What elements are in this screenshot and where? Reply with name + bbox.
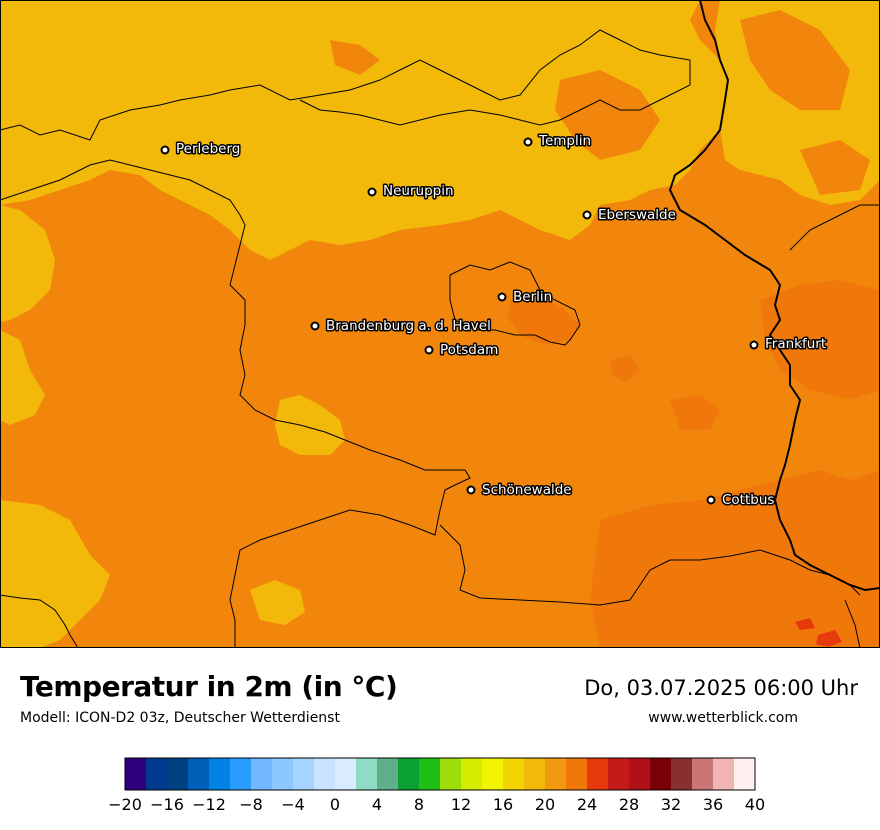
legend-swatch bbox=[356, 758, 378, 790]
city-marker-potsdam: Potsdam bbox=[424, 341, 500, 360]
legend-tick-label: 32 bbox=[661, 795, 681, 814]
city-label: Potsdam bbox=[440, 342, 498, 358]
map-title: Temperatur in 2m (in °C) bbox=[20, 670, 398, 703]
hot-spot-southeast-2 bbox=[795, 618, 815, 630]
legend-swatch bbox=[335, 758, 357, 790]
forecast-datetime: Do, 03.07.2025 06:00 Uhr bbox=[584, 676, 858, 700]
city-label: Brandenburg a. d. Havel bbox=[326, 318, 491, 334]
legend-swatch bbox=[608, 758, 630, 790]
legend-swatch bbox=[713, 758, 735, 790]
legend-swatch bbox=[566, 758, 588, 790]
legend-tick-label: 20 bbox=[535, 795, 555, 814]
legend-tick-label: 40 bbox=[745, 795, 765, 814]
legend-swatch bbox=[314, 758, 336, 790]
legend-tick-label: 24 bbox=[577, 795, 597, 814]
legend-swatch bbox=[734, 758, 756, 790]
cool-patch-south bbox=[250, 580, 305, 625]
legend-swatch bbox=[251, 758, 273, 790]
legend-swatch bbox=[293, 758, 315, 790]
color-legend: −20 −16 −12 −8 −4 0 4 8 12 16 20 24 28 32 36 40 bbox=[108, 757, 765, 814]
legend-tick-label: 28 bbox=[619, 795, 639, 814]
warm-patch-east-2 bbox=[670, 395, 720, 430]
legend-swatch bbox=[482, 758, 504, 790]
city-label: Templin bbox=[538, 133, 591, 149]
legend-tick-label: −8 bbox=[239, 795, 263, 814]
legend-swatch bbox=[188, 758, 210, 790]
map-footer: Temperatur in 2m (in °C) Modell: ICON-D2… bbox=[0, 648, 880, 830]
state-borders bbox=[0, 29, 880, 648]
legend-tick-label: 8 bbox=[414, 795, 424, 814]
cool-region-north bbox=[0, 0, 720, 260]
website-url: www.wetterblick.com bbox=[648, 710, 798, 726]
warm-patch-east-3 bbox=[610, 355, 640, 382]
legend-swatch bbox=[209, 758, 231, 790]
legend-tick-label: 36 bbox=[703, 795, 723, 814]
city-label: Schönewalde bbox=[482, 482, 572, 498]
cool-region-west bbox=[0, 205, 55, 322]
city-marker-templin: Templin bbox=[523, 132, 593, 151]
legend-tick-label: 4 bbox=[372, 795, 382, 814]
city-marker-schoenewalde: Schönewalde bbox=[466, 481, 573, 500]
cool-region-sw bbox=[0, 330, 45, 425]
warm-patch-north-1 bbox=[555, 70, 660, 160]
legend-frame bbox=[124, 757, 756, 791]
legend-tick-label: −20 bbox=[108, 795, 142, 814]
legend-tick-label: −4 bbox=[281, 795, 305, 814]
legend-tick-label: 12 bbox=[451, 795, 471, 814]
city-label: Neuruppin bbox=[383, 183, 454, 199]
warm-patch-north-4 bbox=[800, 140, 870, 195]
city-marker-brandenburg: Brandenburg a. d. Havel bbox=[310, 317, 492, 336]
legend-swatch bbox=[146, 758, 168, 790]
legend-swatch bbox=[419, 758, 441, 790]
city-marker-frankfurt: Frankfurt bbox=[749, 335, 828, 354]
city-marker-cottbus: Cottbus bbox=[706, 491, 776, 510]
legend-swatch bbox=[440, 758, 462, 790]
legend-swatch bbox=[503, 758, 525, 790]
city-label: Eberswalde bbox=[598, 207, 676, 223]
legend-swatch bbox=[167, 758, 189, 790]
legend-swatch bbox=[650, 758, 672, 790]
legend-swatch bbox=[629, 758, 651, 790]
legend-tick-label: −12 bbox=[192, 795, 226, 814]
city-label: Cottbus bbox=[722, 492, 774, 508]
legend-swatch bbox=[587, 758, 609, 790]
city-marker-neuruppin: Neuruppin bbox=[367, 182, 455, 201]
legend-swatch bbox=[272, 758, 294, 790]
legend-swatch bbox=[545, 758, 567, 790]
model-source: Modell: ICON-D2 03z, Deutscher Wetterdie… bbox=[20, 710, 340, 726]
city-label: Perleberg bbox=[176, 141, 240, 157]
legend-swatch bbox=[377, 758, 399, 790]
city-marker-eberswalde: Eberswalde bbox=[582, 206, 677, 225]
warm-region-southeast bbox=[590, 470, 880, 648]
temperature-map: Perleberg Templin Neuruppin Eberswalde B… bbox=[0, 0, 880, 648]
hot-spot-southeast bbox=[816, 630, 842, 647]
city-marker-berlin: Berlin bbox=[497, 288, 554, 307]
cool-patch-center bbox=[275, 395, 345, 455]
legend-tick-label: −16 bbox=[150, 795, 184, 814]
country-border bbox=[668, 0, 880, 592]
legend-tick-label: 16 bbox=[493, 795, 513, 814]
warm-patch-north-3 bbox=[330, 40, 380, 75]
warm-region-berlin bbox=[508, 295, 580, 345]
warm-patch-north-2 bbox=[740, 10, 850, 110]
city-label: Berlin bbox=[513, 289, 552, 305]
city-label: Frankfurt bbox=[765, 336, 826, 352]
legend-tick-label: 0 bbox=[330, 795, 340, 814]
city-marker-perleberg: Perleberg bbox=[160, 140, 242, 159]
legend-swatch bbox=[230, 758, 252, 790]
legend-swatch bbox=[125, 758, 147, 790]
cool-region-southwest-corner bbox=[0, 500, 110, 648]
legend-swatch bbox=[461, 758, 483, 790]
legend-swatch bbox=[524, 758, 546, 790]
legend-swatch bbox=[671, 758, 693, 790]
legend-swatch bbox=[692, 758, 714, 790]
legend-swatch bbox=[398, 758, 420, 790]
